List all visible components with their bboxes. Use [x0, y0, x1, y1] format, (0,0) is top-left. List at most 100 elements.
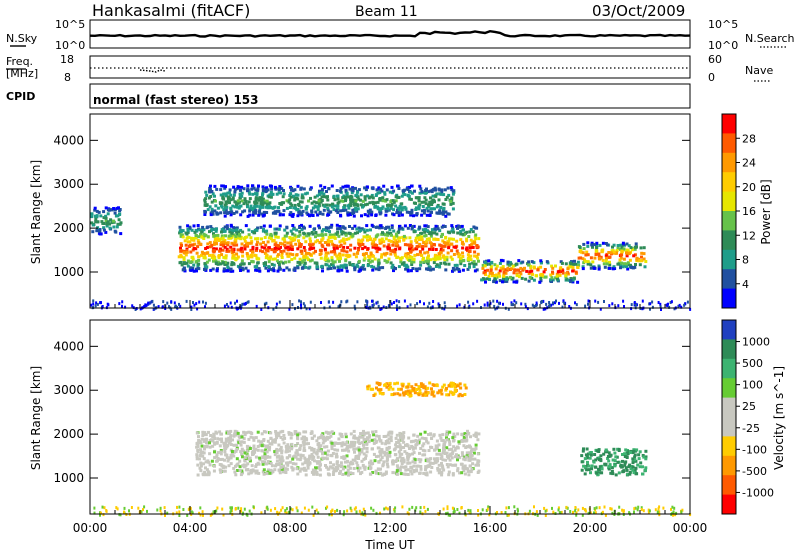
- heatmap-cell: [115, 225, 119, 229]
- heatmap-cell: [116, 222, 120, 226]
- heatmap-cell: [231, 256, 235, 260]
- heatmap-cell: [462, 233, 466, 237]
- heatmap-cell: [355, 510, 358, 514]
- heatmap-cell: [590, 467, 594, 471]
- heatmap-cell: [196, 444, 200, 448]
- heatmap-cell: [459, 257, 462, 261]
- heatmap-cell: [324, 233, 328, 237]
- heatmap-cell: [235, 230, 239, 234]
- heatmap-cell: [362, 507, 365, 511]
- heatmap-cell: [448, 463, 452, 467]
- heatmap-cell: [444, 305, 447, 308]
- heatmap-cell: [192, 269, 196, 273]
- heatmap-cell: [184, 243, 188, 247]
- heatmap-cell: [366, 194, 369, 198]
- heatmap-cell: [323, 257, 327, 261]
- heatmap-cell: [583, 259, 587, 263]
- heatmap-cell: [391, 462, 395, 466]
- heatmap-cell: [231, 204, 235, 208]
- heatmap-cell: [414, 439, 418, 443]
- heatmap-cell: [401, 235, 405, 239]
- heatmap-cell: [309, 300, 312, 304]
- heatmap-cell: [544, 514, 547, 517]
- heatmap-cell: [407, 393, 411, 397]
- heatmap-cell: [633, 301, 636, 304]
- heatmap-cell: [487, 259, 491, 263]
- heatmap-cell: [256, 261, 260, 265]
- heatmap-cell: [445, 433, 448, 436]
- heatmap-cell: [543, 307, 546, 311]
- heatmap-cell: [398, 393, 402, 397]
- colorbar-segment: [722, 358, 736, 379]
- heatmap-cell: [404, 236, 408, 240]
- heatmap-cell: [272, 263, 276, 267]
- heatmap-cell: [527, 272, 531, 275]
- heatmap-cell: [223, 186, 227, 190]
- heatmap-cell: [467, 257, 471, 261]
- heatmap-cell: [362, 513, 365, 517]
- heatmap-cell: [608, 463, 612, 467]
- heatmap-cell: [268, 455, 272, 459]
- heatmap-cell: [474, 443, 478, 447]
- heatmap-cell: [320, 301, 322, 304]
- heatmap-cell: [149, 301, 152, 305]
- colorbar-segment: [722, 211, 736, 231]
- heatmap-cell: [214, 204, 218, 208]
- heatmap-cell: [375, 434, 378, 438]
- heatmap-cell: [441, 466, 445, 470]
- heatmap-cell: [270, 248, 274, 252]
- heatmap-cell: [351, 208, 355, 212]
- heatmap-cell: [525, 269, 529, 273]
- heatmap-cell: [229, 193, 233, 197]
- heatmap-cell: [215, 455, 219, 459]
- heatmap-cell: [304, 468, 308, 472]
- heatmap-cell: [280, 256, 284, 259]
- heatmap-cell: [419, 382, 423, 386]
- heatmap-cell: [353, 266, 357, 270]
- heatmap-cell: [557, 506, 560, 510]
- heatmap-cell: [220, 205, 224, 209]
- heatmap-cell: [457, 255, 461, 259]
- heatmap-cell: [417, 206, 421, 210]
- heatmap-cell: [396, 184, 399, 188]
- heatmap-cell: [223, 225, 227, 229]
- heatmap-cell: [332, 247, 336, 251]
- heatmap-cell: [312, 251, 316, 255]
- heatmap-cell: [96, 302, 99, 306]
- heatmap-cell: [643, 265, 647, 269]
- heatmap-cell: [406, 269, 410, 273]
- heatmap-cell: [343, 231, 347, 235]
- heatmap-cell: [426, 305, 429, 309]
- heatmap-cell: [106, 220, 110, 224]
- heatmap-cell: [90, 215, 94, 219]
- heatmap-cell: [569, 277, 573, 280]
- heatmap-cell: [595, 246, 599, 250]
- heatmap-cell: [366, 387, 370, 391]
- heatmap-cell: [403, 254, 407, 258]
- heatmap-cell: [374, 469, 378, 473]
- heatmap-cell: [353, 246, 357, 250]
- heatmap-cell: [683, 303, 686, 307]
- heatmap-cell: [342, 448, 346, 452]
- heatmap-cell: [384, 383, 387, 387]
- heatmap-cell: [593, 465, 597, 469]
- heatmap-cell: [232, 466, 236, 470]
- heatmap-cell: [407, 382, 411, 386]
- heatmap-cell: [397, 195, 401, 199]
- heatmap-cell: [291, 194, 295, 198]
- heatmap-cell: [277, 209, 281, 213]
- heatmap-cell: [330, 444, 334, 448]
- heatmap-cell: [297, 239, 300, 243]
- heatmap-cell: [276, 253, 280, 257]
- heatmap-cell: [533, 266, 536, 270]
- heatmap-cell: [278, 457, 282, 461]
- heatmap-cell: [395, 242, 398, 246]
- heatmap-cell: [550, 280, 553, 283]
- heatmap-cell: [440, 188, 444, 192]
- heatmap-cell: [359, 432, 363, 435]
- heatmap-cell: [370, 186, 374, 190]
- heatmap-cell: [311, 232, 315, 236]
- heatmap-cell: [502, 276, 505, 280]
- heatmap-cell: [409, 303, 412, 307]
- heatmap-cell: [359, 203, 363, 207]
